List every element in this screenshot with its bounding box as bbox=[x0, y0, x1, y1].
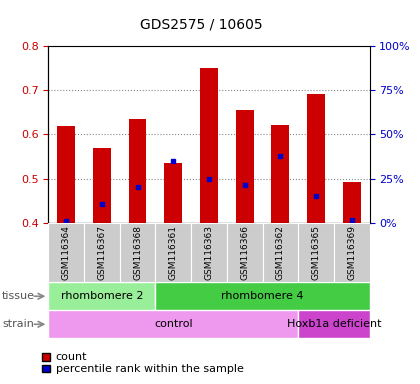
Bar bbox=[334, 223, 370, 282]
Text: count: count bbox=[56, 352, 87, 362]
Text: rhombomere 4: rhombomere 4 bbox=[221, 291, 304, 301]
Text: GSM116369: GSM116369 bbox=[347, 225, 356, 280]
Bar bbox=[307, 94, 325, 223]
Bar bbox=[200, 68, 218, 223]
Bar bbox=[48, 223, 84, 282]
Bar bbox=[343, 182, 361, 223]
Bar bbox=[298, 223, 334, 282]
Bar bbox=[48, 310, 298, 338]
Text: control: control bbox=[154, 319, 192, 329]
Bar bbox=[57, 126, 75, 223]
Bar bbox=[93, 148, 111, 223]
Bar bbox=[227, 223, 262, 282]
Bar bbox=[155, 282, 370, 310]
Bar bbox=[236, 110, 254, 223]
Bar bbox=[164, 163, 182, 223]
Bar bbox=[48, 282, 155, 310]
Text: GDS2575 / 10605: GDS2575 / 10605 bbox=[140, 18, 263, 32]
Text: GSM116367: GSM116367 bbox=[97, 225, 106, 280]
Bar bbox=[298, 310, 370, 338]
Bar bbox=[262, 223, 298, 282]
Text: Hoxb1a deficient: Hoxb1a deficient bbox=[286, 319, 381, 329]
Text: GSM116363: GSM116363 bbox=[205, 225, 213, 280]
Bar bbox=[155, 223, 191, 282]
Text: percentile rank within the sample: percentile rank within the sample bbox=[56, 364, 244, 374]
Text: GSM116362: GSM116362 bbox=[276, 225, 285, 280]
Text: GSM116368: GSM116368 bbox=[133, 225, 142, 280]
Text: GSM116364: GSM116364 bbox=[62, 225, 71, 280]
Bar bbox=[271, 125, 289, 223]
Text: strain: strain bbox=[2, 319, 34, 329]
Bar bbox=[129, 119, 147, 223]
Text: GSM116365: GSM116365 bbox=[312, 225, 320, 280]
Bar bbox=[120, 223, 155, 282]
Text: rhombomere 2: rhombomere 2 bbox=[60, 291, 143, 301]
Text: GSM116361: GSM116361 bbox=[169, 225, 178, 280]
Bar bbox=[191, 223, 227, 282]
Bar bbox=[84, 223, 120, 282]
Text: tissue: tissue bbox=[2, 291, 35, 301]
Text: GSM116366: GSM116366 bbox=[240, 225, 249, 280]
